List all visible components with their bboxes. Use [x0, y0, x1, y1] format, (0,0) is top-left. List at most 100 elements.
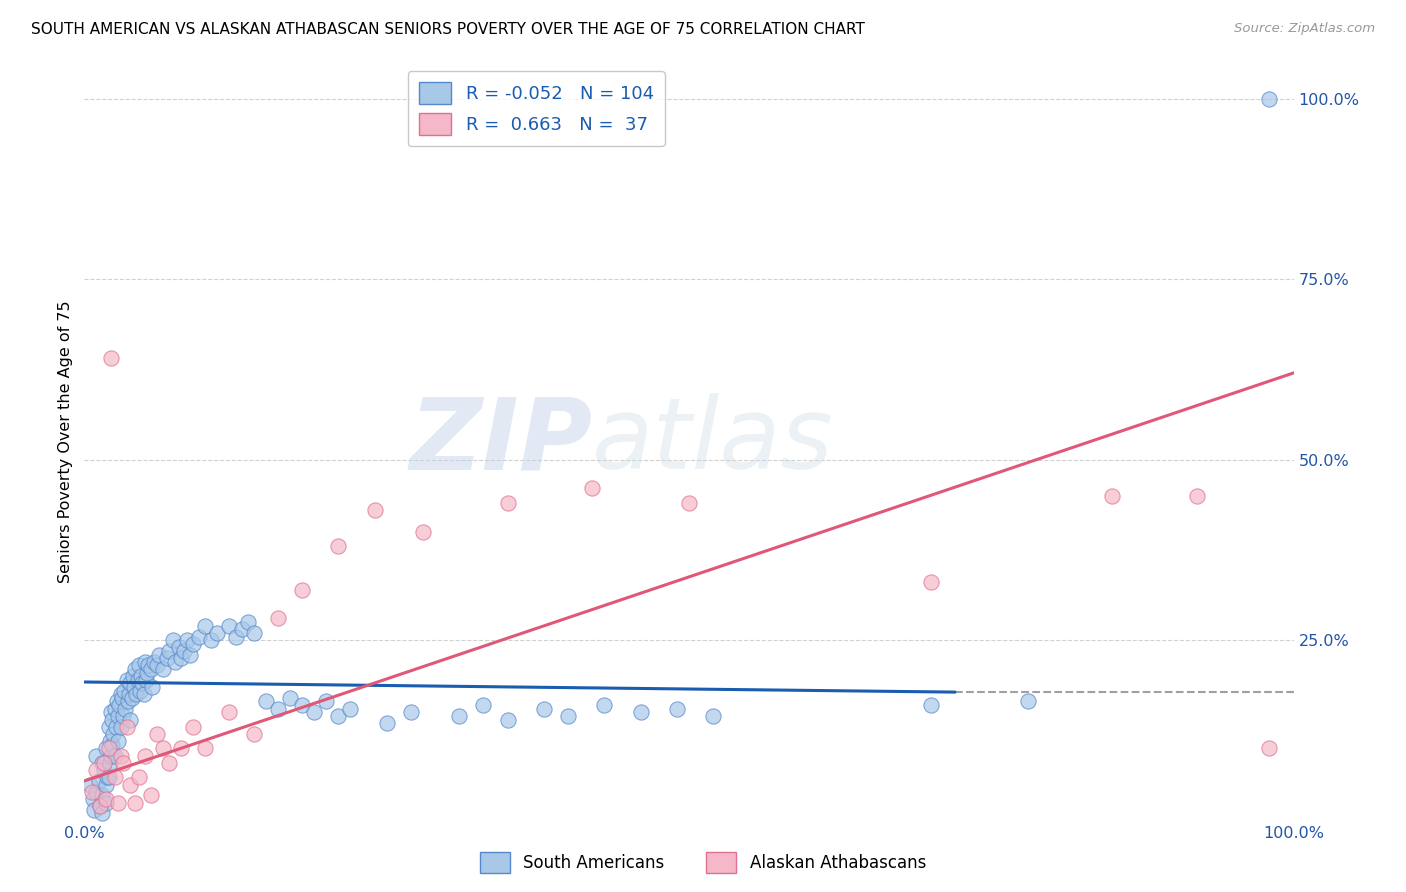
Point: [1258, 91, 1281, 105]
Point: [181, 720, 204, 734]
Point: [115, 673, 138, 687]
Point: [702, 709, 724, 723]
Point: [94, 741, 117, 756]
Point: [141, 680, 163, 694]
Point: [328, 709, 350, 723]
Point: [129, 669, 152, 683]
Point: [120, 713, 142, 727]
Point: [557, 709, 579, 723]
Point: [89, 799, 111, 814]
Point: [101, 713, 124, 727]
Point: [103, 727, 125, 741]
Point: [1185, 489, 1208, 503]
Point: [920, 575, 942, 590]
Point: [128, 770, 150, 784]
Point: [135, 673, 157, 687]
Point: [152, 741, 174, 756]
Point: [97, 741, 120, 756]
Point: [86, 763, 108, 777]
Point: [231, 622, 253, 636]
Point: [83, 803, 105, 817]
Point: [111, 690, 134, 705]
Point: [121, 669, 143, 683]
Point: [165, 655, 187, 669]
Point: [131, 676, 153, 690]
Point: [100, 706, 122, 720]
Point: [1101, 489, 1123, 503]
Point: [101, 738, 124, 752]
Point: [291, 698, 314, 712]
Point: [236, 615, 259, 629]
Point: [112, 756, 135, 770]
Point: [114, 702, 136, 716]
Point: [121, 690, 143, 705]
Point: [152, 662, 174, 676]
Point: [97, 770, 120, 784]
Point: [148, 648, 170, 662]
Point: [104, 770, 127, 784]
Point: [115, 720, 138, 734]
Point: [412, 524, 434, 539]
Point: [678, 496, 700, 510]
Point: [630, 706, 652, 720]
Point: [167, 640, 190, 655]
Point: [315, 694, 337, 708]
Point: [194, 741, 217, 756]
Point: [105, 694, 128, 708]
Point: [162, 633, 184, 648]
Point: [146, 727, 169, 741]
Point: [94, 792, 117, 806]
Point: [533, 702, 555, 716]
Point: [920, 698, 942, 712]
Point: [225, 630, 247, 644]
Point: [449, 709, 471, 723]
Point: [112, 683, 135, 698]
Point: [112, 709, 135, 723]
Point: [136, 665, 159, 680]
Point: [375, 716, 398, 731]
Point: [188, 630, 211, 644]
Point: [122, 680, 145, 694]
Point: [267, 702, 290, 716]
Point: [91, 756, 114, 770]
Point: [146, 658, 169, 673]
Point: [200, 633, 222, 648]
Point: [170, 651, 193, 665]
Point: [104, 702, 127, 716]
Text: atlas: atlas: [592, 393, 834, 490]
Point: [134, 748, 156, 763]
Point: [399, 706, 422, 720]
Point: [118, 687, 141, 701]
Point: [110, 748, 132, 763]
Point: [86, 748, 108, 763]
Point: [104, 748, 127, 763]
Point: [82, 792, 104, 806]
Text: ZIP: ZIP: [409, 393, 592, 490]
Point: [1017, 694, 1039, 708]
Point: [91, 789, 114, 803]
Point: [104, 720, 127, 734]
Point: [472, 698, 495, 712]
Point: [93, 763, 115, 777]
Point: [496, 713, 519, 727]
Point: [89, 799, 111, 814]
Legend: South Americans, Alaskan Athabascans: South Americans, Alaskan Athabascans: [474, 846, 932, 880]
Point: [138, 658, 160, 673]
Point: [97, 720, 120, 734]
Point: [87, 773, 110, 788]
Point: [110, 720, 132, 734]
Point: [242, 626, 264, 640]
Point: [94, 796, 117, 810]
Point: [242, 727, 264, 741]
Point: [108, 698, 131, 712]
Point: [91, 806, 114, 821]
Point: [120, 778, 142, 792]
Point: [94, 778, 117, 792]
Point: [302, 706, 325, 720]
Point: [157, 756, 180, 770]
Point: [176, 633, 198, 648]
Point: [179, 648, 201, 662]
Point: [129, 683, 152, 698]
Point: [218, 706, 240, 720]
Point: [139, 662, 162, 676]
